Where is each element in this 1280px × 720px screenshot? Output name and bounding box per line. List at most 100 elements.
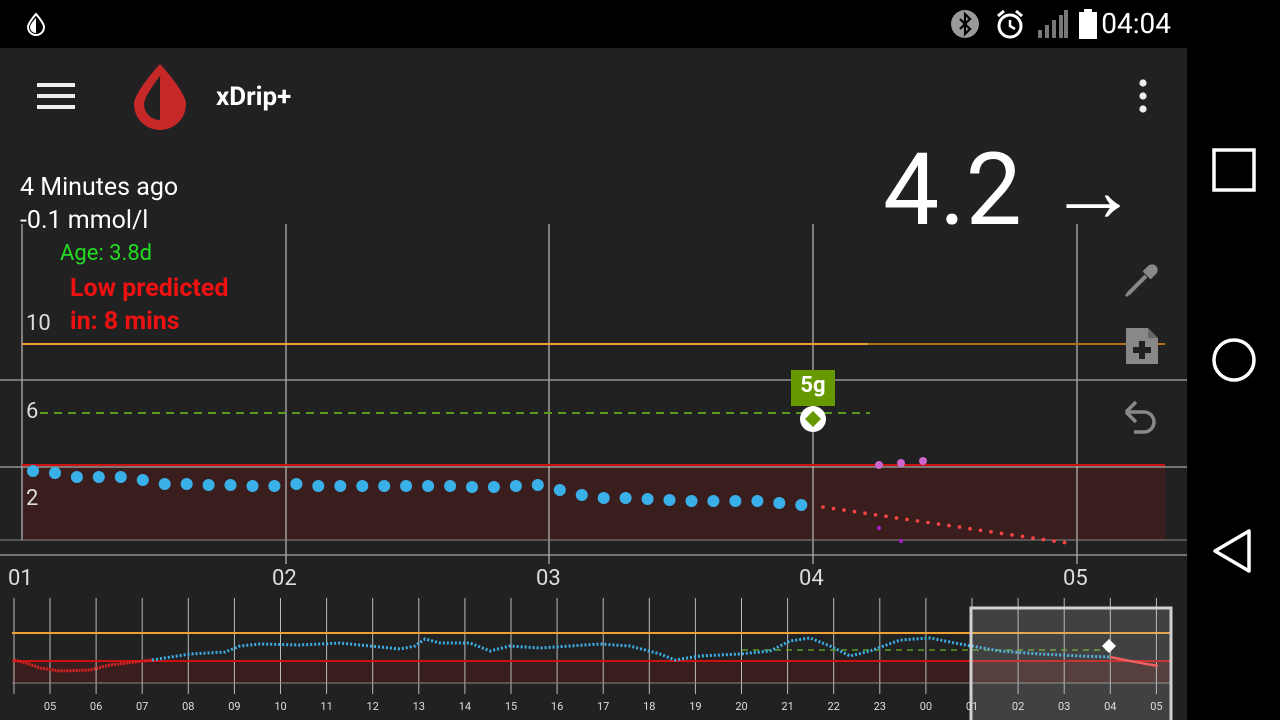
x-tick-label: 03 (536, 566, 561, 591)
alert-line-1: Low predicted (70, 274, 229, 303)
prediction-dot (905, 517, 909, 522)
prediction-dot (957, 525, 962, 529)
preview-x-tick-label: 23 (873, 700, 886, 713)
more-vertical-icon[interactable] (1130, 78, 1156, 114)
reading-dot (795, 499, 808, 511)
preview-x-tick-label: 17 (597, 700, 610, 713)
treatment-label: 5g (800, 373, 826, 398)
app-title: xDrip+ (216, 82, 292, 112)
reading-dot (49, 467, 61, 479)
prediction-dot (842, 508, 846, 512)
preview-x-tick-label: 22 (827, 700, 840, 713)
prediction-dot (1031, 536, 1035, 540)
prediction-dots (821, 505, 1067, 545)
preview-x-tick-label: 08 (182, 700, 195, 713)
preview-x-tick-label: 15 (504, 700, 518, 713)
preview-x-tick-label: 21 (781, 700, 794, 713)
status-clock: 04:04 (1101, 7, 1171, 40)
prediction-dot (894, 516, 899, 520)
preview-x-tick-label: 14 (458, 700, 472, 713)
preview-x-tick-label: 05 (43, 700, 57, 713)
reading-dot (729, 495, 742, 507)
x-tick-label: 04 (799, 566, 824, 591)
reading-dot (334, 480, 347, 492)
preview-x-tick-label: 01 (965, 700, 979, 713)
reading-dot (619, 492, 632, 504)
prediction-dot (915, 519, 920, 523)
signal-icon (1038, 10, 1068, 38)
prediction-dot (1020, 534, 1025, 539)
preview-x-tick-label: 16 (550, 700, 564, 713)
preview-x-tick-label: 00 (919, 700, 933, 713)
preview-x-tick-label: 11 (320, 700, 333, 713)
y-tick-label: 2 (26, 486, 39, 511)
prediction-dot (968, 526, 972, 531)
reading-dot (751, 495, 764, 507)
xdrip-notification-icon (26, 12, 46, 36)
reading-dot (356, 480, 369, 492)
preview-x-tick-label: 03 (1058, 700, 1071, 713)
glucose-reading: 4.2 (883, 136, 1022, 246)
preview-chart[interactable] (0, 594, 1187, 720)
reading-dot (400, 480, 413, 492)
reading-dot (509, 480, 522, 492)
preview-x-tick-label: 04 (1104, 700, 1117, 713)
x-tick-label: 02 (272, 566, 297, 591)
reading-dot (773, 497, 786, 509)
low-predicted-alert: Low predicted in: 8 mins (70, 272, 228, 338)
prediction-dot (978, 528, 983, 533)
reading-dot (707, 495, 720, 507)
battery-icon (1079, 9, 1097, 39)
back-triangle-icon[interactable] (1211, 527, 1255, 575)
reading-dot (531, 479, 544, 491)
trend-arrow: → (1048, 138, 1138, 243)
prediction-dot (884, 514, 888, 519)
preview-x-tick-label: 20 (735, 700, 748, 713)
prediction-dot (852, 509, 857, 514)
reading-dot (312, 480, 325, 492)
reading-dot (641, 493, 654, 505)
reading-dot (685, 495, 698, 507)
preview-x-tick-label: 19 (689, 700, 702, 713)
main-glucose-chart[interactable] (0, 218, 1187, 598)
reading-dot (158, 478, 171, 490)
reading-dot (224, 479, 237, 491)
status-bar: 04:04 (0, 0, 1187, 48)
preview-x-tick-label: 07 (136, 700, 149, 713)
x-tick-label: 05 (1063, 566, 1088, 591)
reading-dot (180, 478, 193, 490)
delta-value: -0.1 mmol/l (20, 206, 149, 235)
eyedropper-icon[interactable] (1122, 260, 1162, 300)
reading-dot (663, 494, 676, 506)
recents-square-icon[interactable] (1211, 147, 1257, 193)
treatment-marker[interactable] (791, 370, 835, 432)
bluetooth-icon (951, 10, 979, 38)
reading-dot (575, 489, 588, 501)
undo-icon[interactable] (1122, 398, 1158, 436)
prediction-dot (1062, 540, 1067, 545)
prediction-dot (863, 511, 867, 515)
preview-x-tick-label: 13 (412, 700, 425, 713)
reading-dot (202, 479, 215, 491)
reading-dot (444, 480, 457, 492)
blood-drop-logo-icon (134, 64, 186, 130)
preview-x-tick-label: 06 (89, 700, 103, 713)
reading-dot (422, 480, 435, 492)
reading-dot (70, 471, 83, 483)
navigation-bar (1187, 0, 1280, 720)
prediction-dot (947, 523, 951, 528)
prediction-dot (1052, 539, 1056, 543)
reading-dot (246, 480, 259, 492)
reading-dot (27, 465, 39, 477)
glucose-value: 4.2 (883, 132, 1022, 249)
home-circle-icon[interactable] (1210, 336, 1258, 384)
prediction-dot (1041, 537, 1046, 542)
time-since-reading: 4 Minutes ago (20, 173, 179, 202)
y-tick-label: 6 (26, 399, 39, 424)
reading-dot (466, 481, 478, 493)
preview-x-tick-label: 05 (1150, 700, 1163, 713)
prediction-dot (821, 505, 825, 509)
hamburger-menu-icon[interactable] (36, 81, 76, 111)
prediction-dot (989, 530, 993, 534)
note-add-icon[interactable] (1122, 326, 1162, 366)
